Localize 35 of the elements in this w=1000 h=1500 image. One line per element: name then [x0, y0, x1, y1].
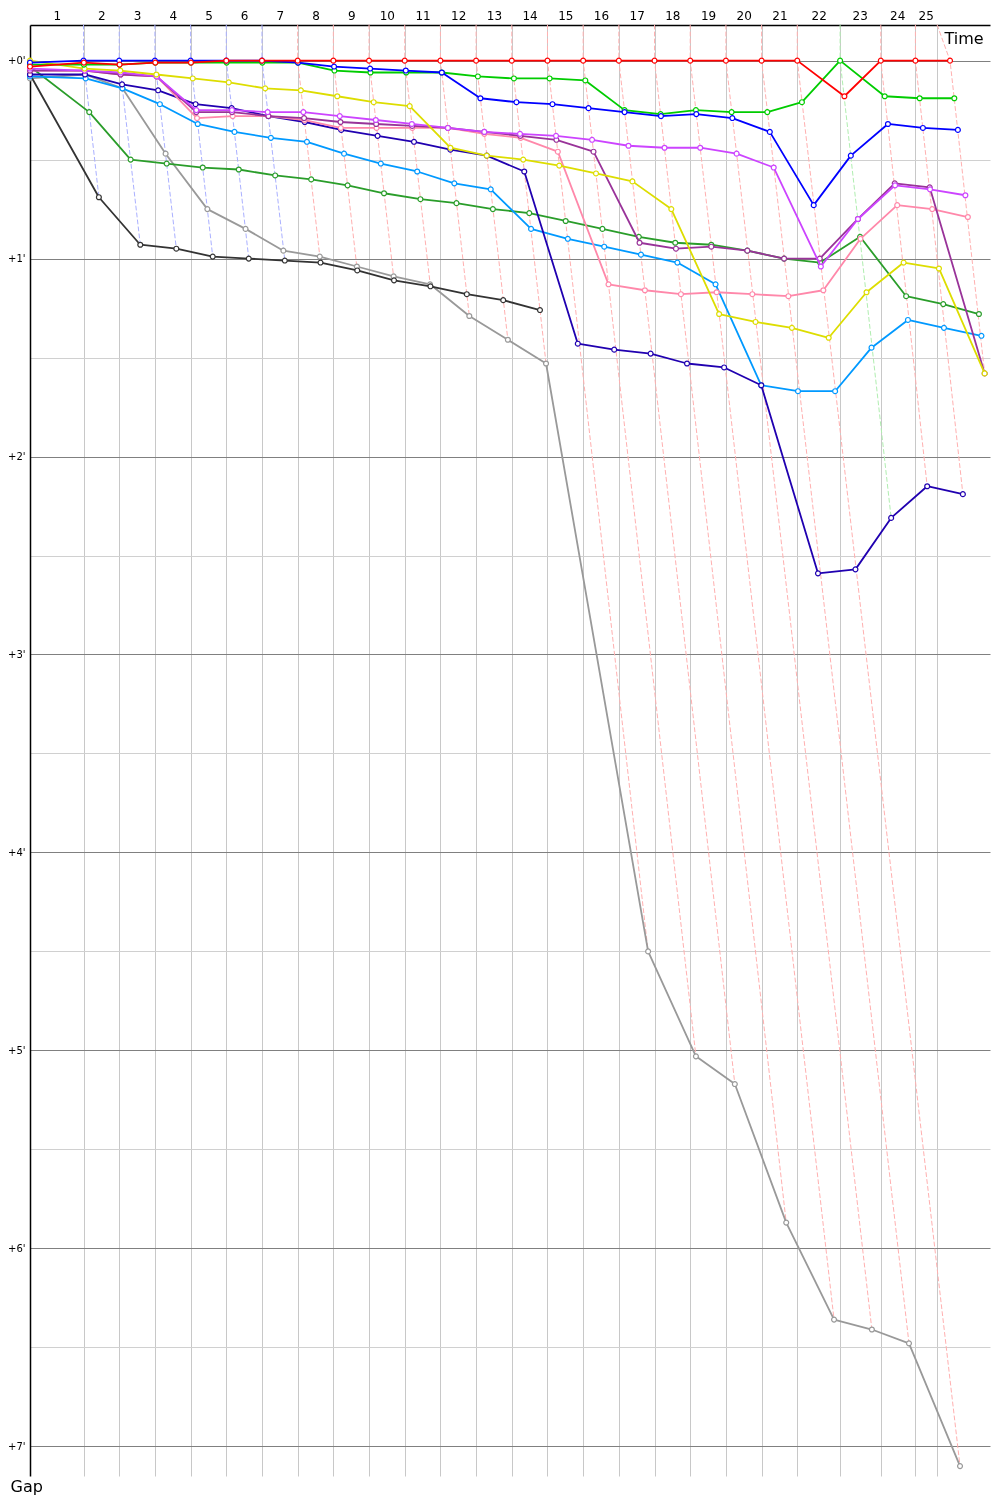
- x-axis-title: Time: [943, 28, 984, 48]
- x-tick-label: 6: [240, 8, 249, 23]
- y-tick-label: +6': [8, 1242, 26, 1254]
- x-tick-label: 17: [629, 8, 645, 23]
- x-tick-label: 19: [700, 8, 717, 23]
- x-tick-label: 3: [133, 8, 142, 23]
- x-tick-label: 21: [772, 8, 788, 23]
- x-tick-label: 25: [918, 8, 934, 23]
- y-tick-label: +2': [8, 451, 26, 463]
- x-tick-label: 23: [852, 8, 868, 23]
- x-tick-label: 4: [169, 8, 178, 23]
- x-tick-label: 1: [53, 8, 62, 23]
- x-tick-label: 10: [379, 8, 396, 23]
- y-tick-label: +0': [8, 55, 26, 67]
- x-tick-label: 18: [665, 8, 681, 23]
- x-tick-label: 22: [811, 8, 827, 23]
- x-tick-label: 5: [205, 8, 213, 23]
- y-tick-label: +7': [8, 1440, 26, 1452]
- x-tick-label: 7: [276, 8, 285, 23]
- x-tick-label: 2: [98, 8, 106, 23]
- y-tick-label: +1': [8, 253, 26, 265]
- x-tick-label: 24: [890, 8, 906, 23]
- y-axis-title: Gap: [10, 1476, 43, 1496]
- x-tick-label: 8: [312, 8, 320, 23]
- x-tick-label: 12: [451, 8, 467, 23]
- x-tick-label: 15: [558, 8, 574, 23]
- y-tick-label: +5': [8, 1044, 26, 1056]
- x-tick-label: 13: [486, 8, 503, 23]
- x-tick-label: 11: [415, 8, 431, 23]
- x-tick-label: 9: [347, 8, 356, 23]
- x-tick-label: 14: [522, 8, 538, 23]
- y-tick-label: +3': [8, 648, 26, 660]
- x-tick-label: 20: [736, 8, 752, 23]
- y-tick-label: +4': [8, 846, 26, 858]
- x-tick-label: 16: [593, 8, 610, 23]
